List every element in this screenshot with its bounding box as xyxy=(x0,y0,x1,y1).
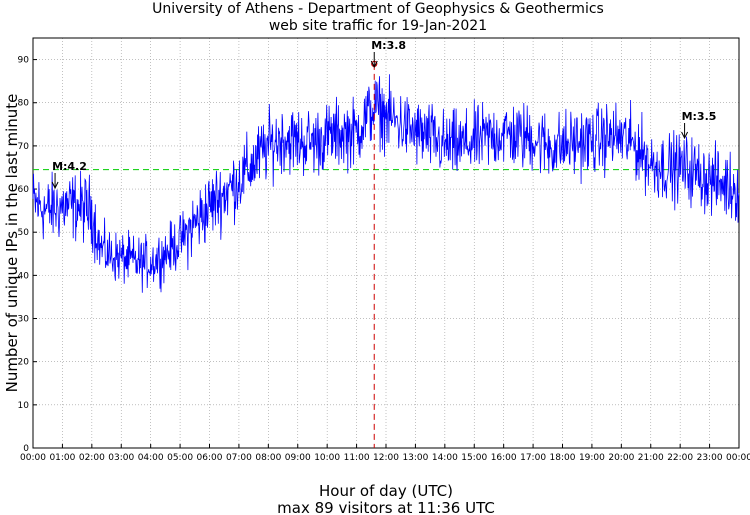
y-tick-label: 80 xyxy=(18,99,30,109)
x-tick-label: 23:00 xyxy=(697,453,723,463)
x-tick-label: 13:00 xyxy=(402,453,428,463)
y-tick-label: 60 xyxy=(18,185,30,195)
x-tick-label: 19:00 xyxy=(579,453,605,463)
y-tick-label: 70 xyxy=(18,142,30,152)
x-axis-label: Hour of day (UTC) xyxy=(319,482,453,500)
quake-annotation-label: M:4.2 xyxy=(52,160,87,173)
traffic-series-line xyxy=(32,74,740,293)
y-tick-label: 0 xyxy=(23,444,29,454)
x-tick-label: 22:00 xyxy=(667,453,693,463)
x-tick-label: 10:00 xyxy=(314,453,340,463)
quake-annotation-label: M:3.5 xyxy=(682,110,717,123)
axis-ticks: 00:00 01:00 02:00 03:00 04:00 05:00 06:00 07:00… xyxy=(18,56,750,463)
x-tick-label: 15:00 xyxy=(461,453,487,463)
quake-arrow-head xyxy=(370,60,378,69)
x-tick-label: 16:00 xyxy=(491,453,517,463)
x-tick-label: 05:00 xyxy=(167,453,193,463)
y-tick-label: 50 xyxy=(18,228,30,238)
x-tick-label: 09:00 xyxy=(285,453,311,463)
y-tick-label: 20 xyxy=(18,358,30,368)
x-tick-label: 06:00 xyxy=(197,453,223,463)
x-tick-label: 11:00 xyxy=(344,453,370,463)
max-visitors-footer: max 89 visitors at 11:36 UTC xyxy=(277,499,495,515)
x-tick-label: 02:00 xyxy=(79,453,105,463)
y-tick-label: 30 xyxy=(18,315,30,325)
x-tick-label: 08:00 xyxy=(255,453,281,463)
x-tick-label: 03:00 xyxy=(108,453,134,463)
x-tick-label: 07:00 xyxy=(226,453,252,463)
annotations-layer: M:4.2 M:3.8 M:3.5 xyxy=(51,39,717,190)
x-tick-label: 00:00 xyxy=(726,453,750,463)
x-tick-label: 18:00 xyxy=(550,453,576,463)
grid xyxy=(33,38,739,448)
x-tick-label: 12:00 xyxy=(373,453,399,463)
chart-subtitle: web site traffic for 19-Jan-2021 xyxy=(269,18,487,34)
x-tick-label: 14:00 xyxy=(432,453,458,463)
y-axis-label: Number of unique IPs in the last minute xyxy=(3,94,21,393)
quake-arrow-head xyxy=(681,131,689,140)
y-tick-label: 10 xyxy=(18,401,30,411)
x-tick-label: 17:00 xyxy=(520,453,546,463)
x-tick-label: 01:00 xyxy=(49,453,75,463)
x-tick-label: 04:00 xyxy=(138,453,164,463)
series-layer xyxy=(32,74,740,293)
x-tick-label: 21:00 xyxy=(638,453,664,463)
quake-annotation-label: M:3.8 xyxy=(371,39,406,52)
quake-arrow-head xyxy=(51,181,59,190)
chart-title: University of Athens - Department of Geo… xyxy=(152,1,604,17)
y-tick-label: 40 xyxy=(18,271,30,281)
y-tick-label: 90 xyxy=(18,56,30,66)
x-tick-label: 00:00 xyxy=(20,453,46,463)
x-tick-label: 20:00 xyxy=(608,453,634,463)
